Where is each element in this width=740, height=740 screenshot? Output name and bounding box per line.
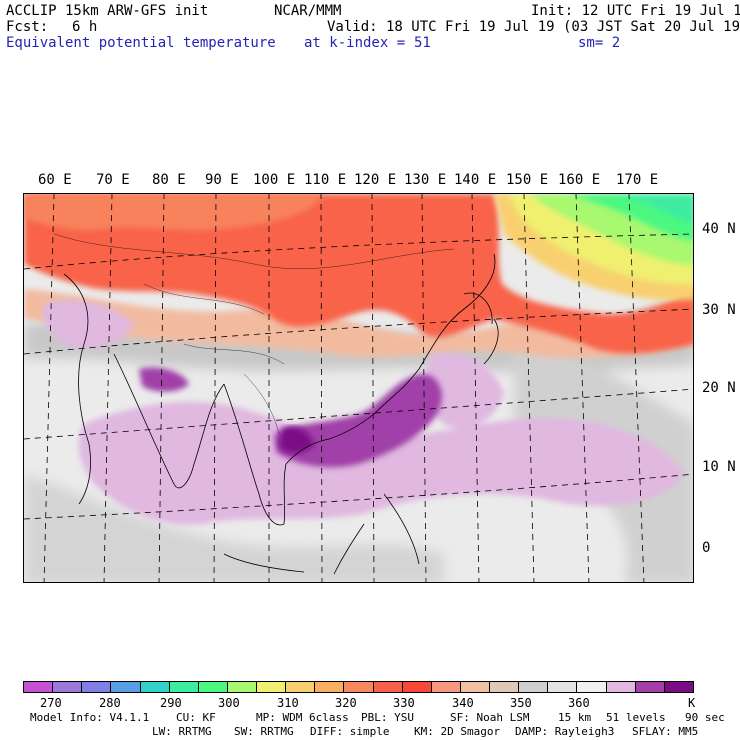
mp-scheme: MP: WDM 6class xyxy=(256,711,349,724)
colorbar-swatch xyxy=(82,682,112,692)
colorbar-swatch xyxy=(664,682,693,692)
light-purple-region xyxy=(42,300,684,525)
colorbar-unit: K xyxy=(688,696,696,710)
colorbar-label: 310 xyxy=(277,696,299,710)
lat-label: 0 xyxy=(702,540,711,556)
center-name: NCAR/MMM xyxy=(274,3,342,19)
colorbar-label: 320 xyxy=(335,696,357,710)
damp-scheme: DAMP: Rayleigh3 xyxy=(515,725,615,738)
timestep: 90 sec xyxy=(685,711,725,724)
lat-label: 20 N xyxy=(702,380,736,396)
sflay-scheme: SFLAY: MM5 xyxy=(632,725,699,738)
lon-label: 90 E xyxy=(205,172,239,188)
colorbar-label: 350 xyxy=(510,696,532,710)
colorbar-label: 270 xyxy=(40,696,62,710)
colorbar-swatch xyxy=(577,682,607,692)
colorbar-swatch xyxy=(53,682,83,692)
lon-label: 140 E xyxy=(454,172,497,188)
lw-scheme: LW: RRTMG xyxy=(152,725,212,738)
colorbar-label: 300 xyxy=(218,696,240,710)
sw-scheme: SW: RRTMG xyxy=(234,725,294,738)
colorbar-swatch xyxy=(373,682,403,692)
colorbar-label: 360 xyxy=(568,696,590,710)
dark-purple-core xyxy=(279,426,314,454)
lon-label: 130 E xyxy=(404,172,447,188)
colorbar-swatch xyxy=(402,682,432,692)
forecast-hours: 6 h xyxy=(72,19,98,35)
graticule xyxy=(24,194,693,582)
colorbar-swatch xyxy=(548,682,578,692)
colorbar-swatch xyxy=(111,682,141,692)
colorbar-swatch xyxy=(635,682,665,692)
sf-scheme: SF: Noah LSM xyxy=(450,711,530,724)
colorbar-label: 290 xyxy=(160,696,182,710)
salmon-band xyxy=(24,289,693,359)
colorbar-swatch xyxy=(344,682,374,692)
lon-label: 120 E xyxy=(354,172,397,188)
model-title: ACCLIP 15km ARW-GFS init xyxy=(6,3,209,19)
vertical-levels: 51 levels xyxy=(606,711,666,724)
lon-label: 80 E xyxy=(152,172,186,188)
valid-time: Valid: 18 UTC Fri 19 Jul 19 (03 JST Sat … xyxy=(327,19,740,35)
red-region xyxy=(24,194,693,354)
lat-label: 40 N xyxy=(702,221,736,237)
orange-region xyxy=(24,194,324,231)
lon-label: 150 E xyxy=(506,172,549,188)
colorbar-swatch xyxy=(286,682,316,692)
map-panel xyxy=(23,193,694,583)
colorbar-swatch xyxy=(257,682,287,692)
cu-scheme: CU: KF xyxy=(176,711,216,724)
colorbar-swatch xyxy=(460,682,490,692)
lat-label: 10 N xyxy=(702,459,736,475)
lon-label: 100 E xyxy=(253,172,296,188)
lon-label: 70 E xyxy=(96,172,130,188)
colorbar-swatch xyxy=(315,682,345,692)
colorbar-swatch xyxy=(519,682,549,692)
level-value: 51 xyxy=(414,35,431,51)
lon-label: 110 E xyxy=(304,172,347,188)
colorbar-swatch xyxy=(227,682,257,692)
map-canvas xyxy=(24,194,693,582)
level-label: at k-index = xyxy=(304,35,406,51)
colorbar-swatch xyxy=(606,682,636,692)
colorbar-swatch xyxy=(490,682,520,692)
colorbar-label: 330 xyxy=(393,696,415,710)
smoothing-label: sm= 2 xyxy=(578,35,621,51)
cool-region xyxy=(494,194,693,301)
borders xyxy=(53,233,455,435)
field-name: Equivalent potential temperature xyxy=(6,35,276,51)
model-info: Model Info: V4.1.1 xyxy=(30,711,150,724)
resolution: 15 km xyxy=(558,711,592,724)
colorbar-label: 340 xyxy=(452,696,474,710)
lon-label: 160 E xyxy=(558,172,601,188)
init-time: Init: 12 UTC Fri 19 Jul 19 xyxy=(531,3,740,19)
lon-label: 170 E xyxy=(616,172,659,188)
colorbar-label: 280 xyxy=(99,696,121,710)
km-scheme: KM: 2D Smagor xyxy=(414,725,501,738)
colorbar-swatch xyxy=(169,682,199,692)
pbl-scheme: PBL: YSU xyxy=(361,711,414,724)
colorbar-swatch xyxy=(140,682,170,692)
forecast-label: Fcst: xyxy=(6,19,49,35)
colorbar-swatch xyxy=(198,682,228,692)
coastlines xyxy=(63,253,499,575)
lat-label: 30 N xyxy=(702,302,736,318)
colorbar-swatch xyxy=(24,682,54,692)
purple-region xyxy=(139,367,442,468)
colorbar-swatch xyxy=(431,682,461,692)
diff-scheme: DIFF: simple xyxy=(310,725,390,738)
lon-label: 60 E xyxy=(38,172,72,188)
colorbar xyxy=(23,681,694,693)
